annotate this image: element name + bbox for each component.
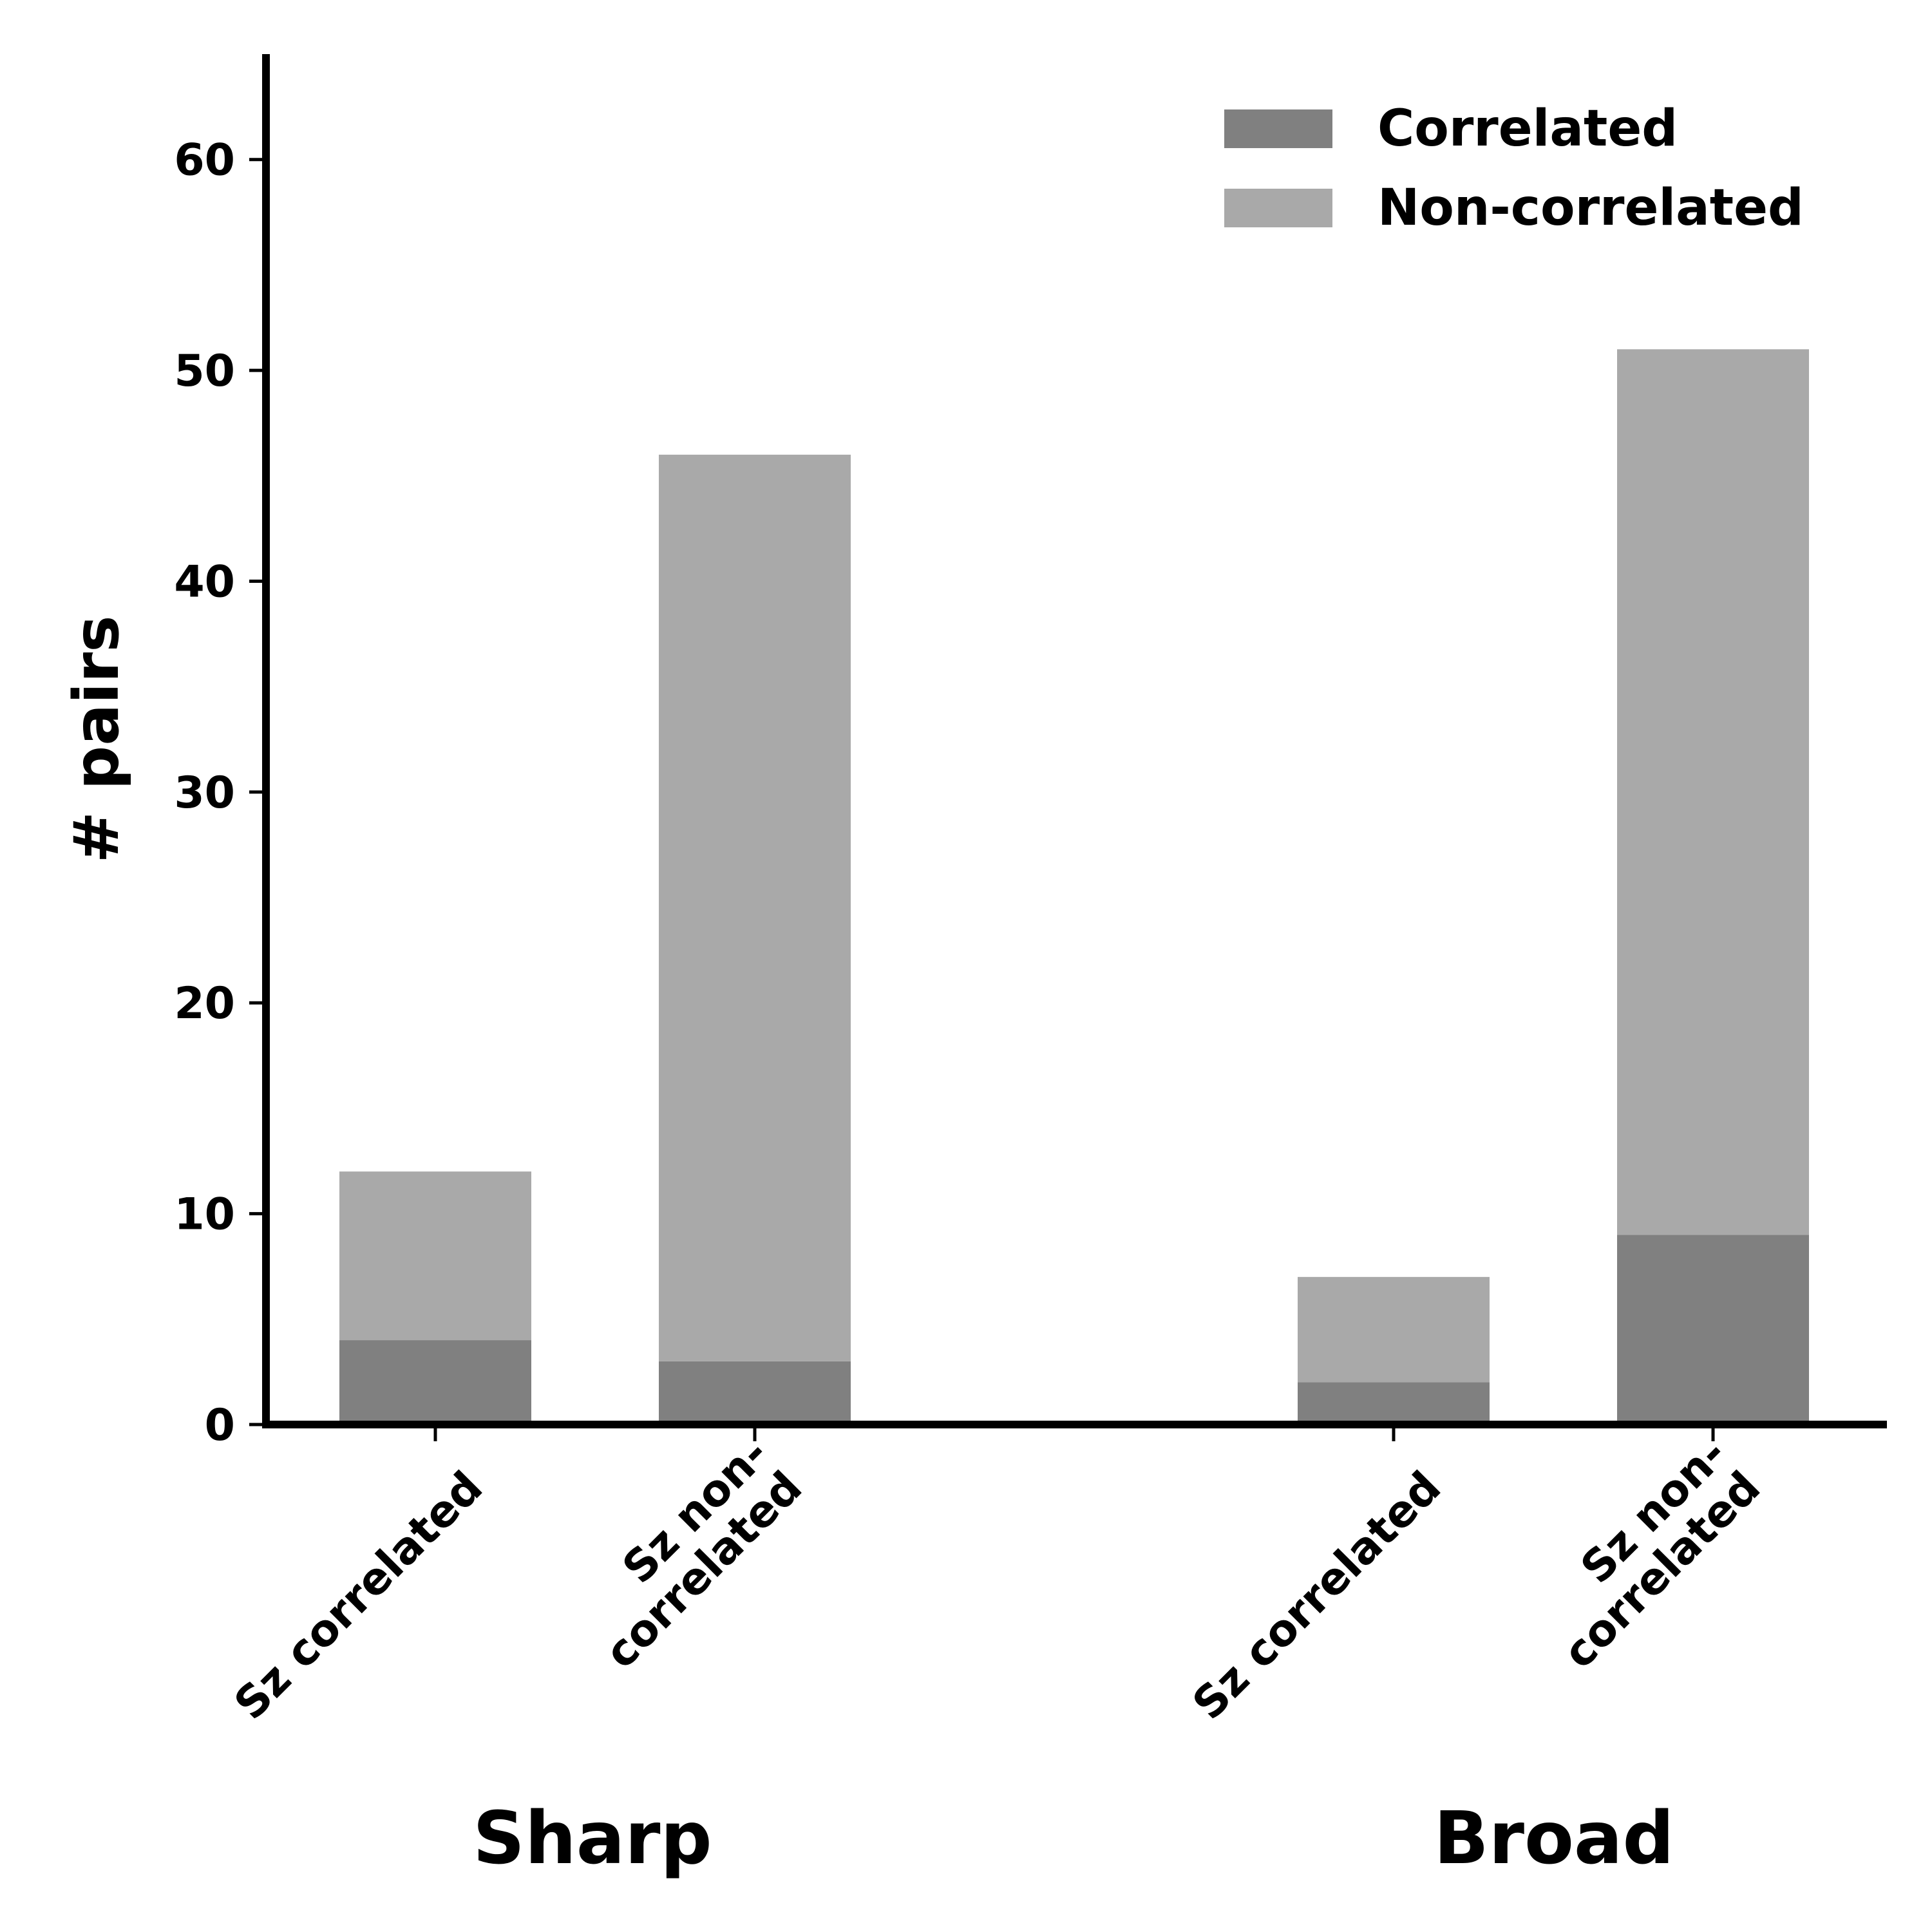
x-tick-label-line: Sz correlated	[225, 1462, 493, 1730]
y-tick-label: 60	[174, 135, 235, 186]
bar-non-correlated-1	[659, 455, 851, 1361]
y-tick-label: 30	[174, 768, 235, 819]
bar-non-correlated-0	[339, 1171, 531, 1341]
x-tick-label-1: Sz non-correlated	[596, 1428, 812, 1679]
y-tick-label: 10	[174, 1189, 235, 1240]
bar-correlated-0	[339, 1340, 531, 1425]
y-ticks: 0 10 20 30 40 50 60	[174, 135, 266, 1451]
group-label-sharp: Sharp	[473, 1797, 712, 1880]
x-tick-label-0: Sz correlated	[225, 1462, 493, 1730]
bar-non-correlated-2	[1298, 1276, 1490, 1383]
y-tick-label: 40	[174, 556, 235, 607]
group-labels: Sharp Broad	[473, 1797, 1674, 1880]
y-tick-label: 20	[174, 978, 235, 1029]
legend-swatch-non-correlated	[1224, 189, 1332, 227]
axes-layer	[262, 54, 1887, 1428]
bar-correlated-2	[1298, 1382, 1490, 1425]
legend: Correlated Non-correlated	[1224, 100, 1804, 237]
bar-correlated-1	[659, 1361, 851, 1425]
bar-non-correlated-3	[1617, 349, 1809, 1235]
y-tick-label: 0	[205, 1400, 235, 1451]
x-ticks: Sz correlated Sz non-correlated Sz correla…	[225, 1425, 1770, 1730]
x-tick-label-line: Sz correlated	[1183, 1462, 1451, 1730]
x-tick-label-2: Sz correlated	[1183, 1462, 1451, 1730]
group-label-broad: Broad	[1434, 1797, 1674, 1880]
y-tick-label: 50	[174, 346, 235, 397]
legend-swatch-correlated	[1224, 109, 1332, 148]
x-tick-label-3: Sz non-correlated	[1554, 1428, 1770, 1679]
legend-label-non-correlated: Non-correlated	[1378, 179, 1804, 237]
y-axis-title: # pairs	[61, 616, 133, 864]
bars-layer	[339, 349, 1809, 1425]
legend-label-correlated: Correlated	[1378, 100, 1678, 158]
bar-correlated-3	[1617, 1235, 1809, 1425]
